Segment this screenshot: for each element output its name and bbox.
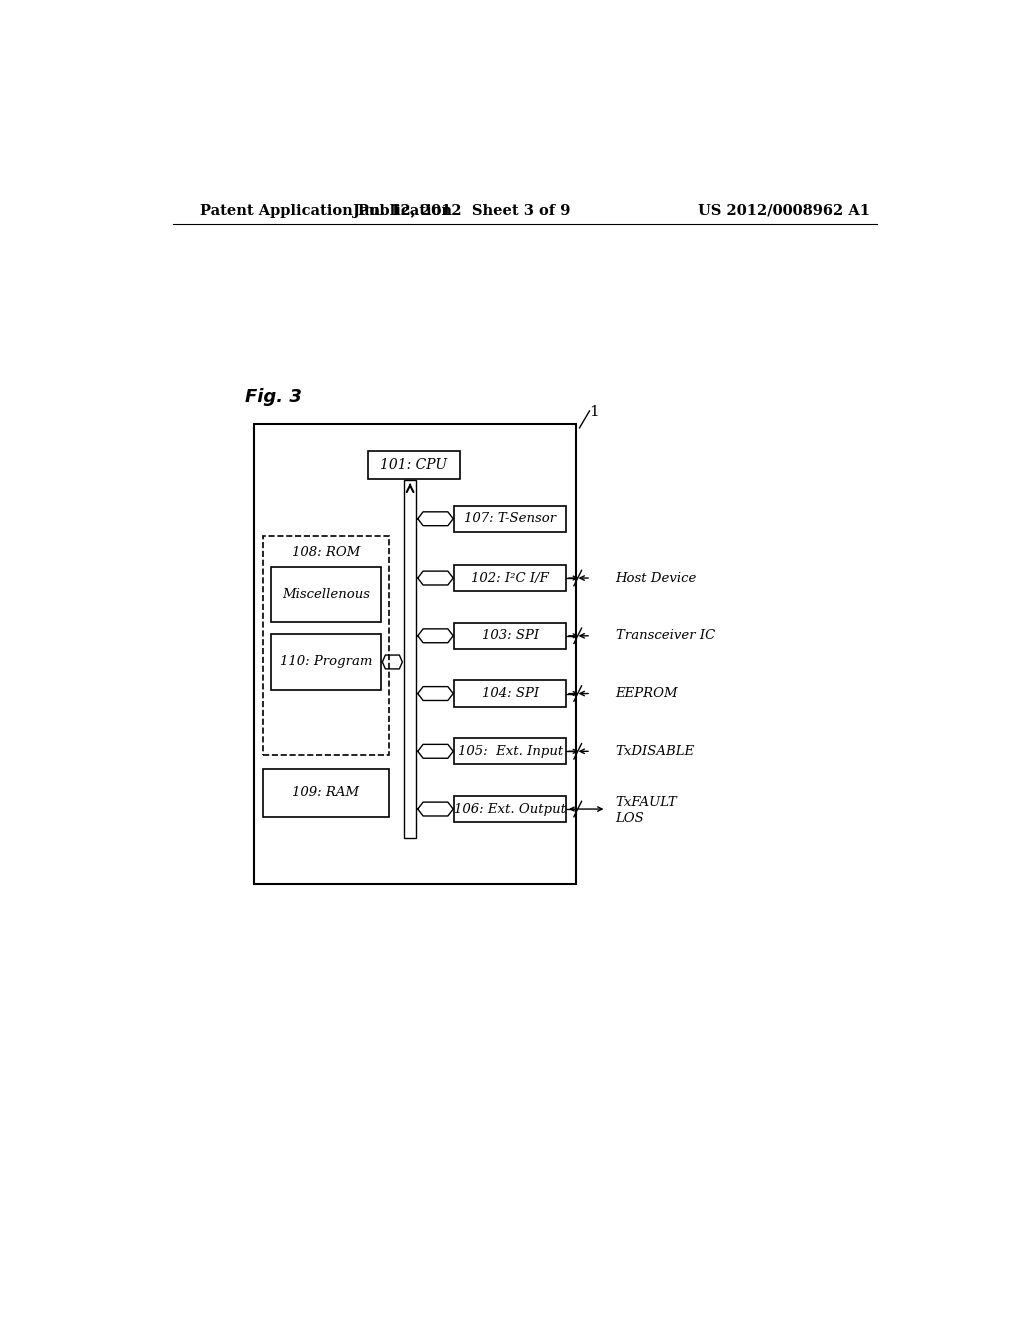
Text: 107: T-Sensor: 107: T-Sensor xyxy=(464,512,556,525)
Text: Transceiver IC: Transceiver IC xyxy=(615,630,715,643)
Text: 103: SPI: 103: SPI xyxy=(481,630,539,643)
Bar xyxy=(455,738,566,764)
Text: 105:  Ext. Input: 105: Ext. Input xyxy=(458,744,563,758)
Text: EEPROM: EEPROM xyxy=(615,686,678,700)
Bar xyxy=(455,506,566,532)
Bar xyxy=(270,566,381,622)
Text: 102: I²C I/F: 102: I²C I/F xyxy=(471,572,549,585)
Text: Patent Application Publication: Patent Application Publication xyxy=(200,203,452,218)
Text: TxDISABLE: TxDISABLE xyxy=(615,744,695,758)
Bar xyxy=(455,681,566,706)
Text: 110: Program: 110: Program xyxy=(280,656,372,668)
Text: Miscellenous: Miscellenous xyxy=(282,587,370,601)
Text: Host Device: Host Device xyxy=(615,572,697,585)
Bar xyxy=(455,565,566,591)
Text: US 2012/0008962 A1: US 2012/0008962 A1 xyxy=(697,203,869,218)
Bar xyxy=(254,424,575,884)
Text: Fig. 3: Fig. 3 xyxy=(245,388,301,407)
Bar xyxy=(455,623,566,649)
Text: 108: ROM: 108: ROM xyxy=(292,546,360,560)
Text: LOS: LOS xyxy=(615,812,644,825)
Text: TxFAULT: TxFAULT xyxy=(615,796,678,809)
Text: 106: Ext. Output: 106: Ext. Output xyxy=(455,803,566,816)
Text: 1: 1 xyxy=(590,405,599,420)
Text: 101: CPU: 101: CPU xyxy=(380,458,447,471)
Bar xyxy=(263,770,388,817)
Bar xyxy=(270,635,381,689)
Text: 109: RAM: 109: RAM xyxy=(292,787,359,800)
Text: Jan. 12, 2012  Sheet 3 of 9: Jan. 12, 2012 Sheet 3 of 9 xyxy=(353,203,570,218)
Bar xyxy=(368,451,460,479)
Bar xyxy=(403,480,416,838)
Bar xyxy=(263,536,388,755)
Bar xyxy=(455,796,566,822)
Text: 104: SPI: 104: SPI xyxy=(481,686,539,700)
